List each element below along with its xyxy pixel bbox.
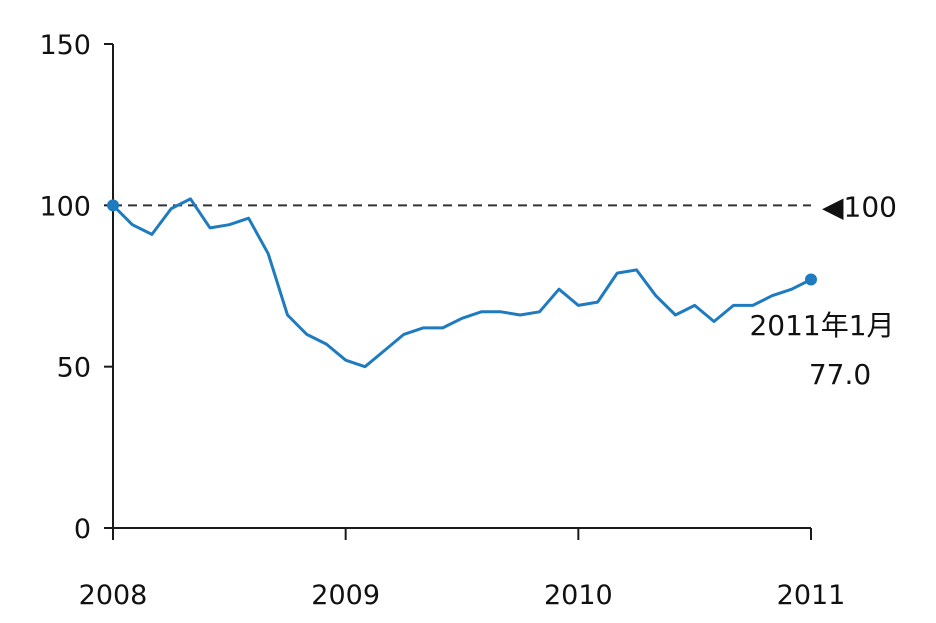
y-axis-ticks: 0 50 100 150 [39, 30, 113, 545]
x-tick-label: 2011 [777, 580, 846, 611]
series-start-marker [107, 199, 119, 212]
y-tick-label: 150 [39, 30, 91, 61]
y-tick-label: 0 [74, 514, 91, 545]
series-line [111, 197, 813, 369]
series-end-marker [805, 273, 817, 286]
reference-line-label: ◀100 [822, 190, 897, 223]
y-tick-label: 100 [39, 191, 91, 222]
x-tick-label: 2010 [544, 580, 613, 611]
x-tick-label: 2009 [311, 580, 380, 611]
x-axis-ticks: 2008 2009 2010 2011 [79, 528, 846, 611]
annotation-date-label: 2011年1月 [749, 309, 894, 342]
annotation-value-label: 77.0 [809, 358, 871, 391]
x-tick-label: 2008 [79, 580, 148, 611]
y-tick-label: 50 [57, 353, 91, 384]
